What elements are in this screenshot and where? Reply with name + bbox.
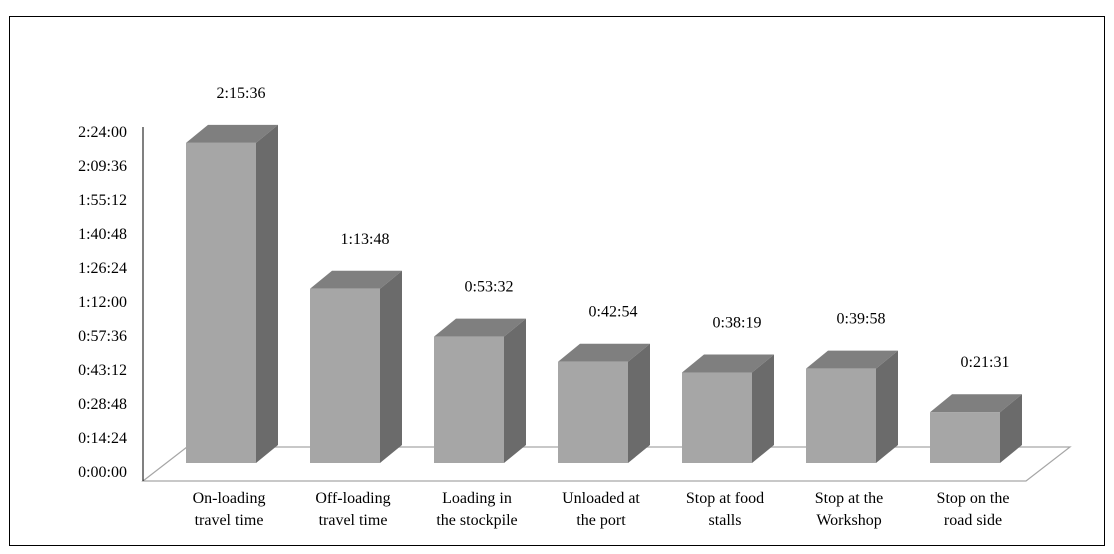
bar-side-face (628, 343, 650, 463)
bar (806, 350, 898, 463)
bar (558, 343, 650, 463)
y-tick-label: 0:28:48 (78, 396, 127, 413)
y-tick-label: 0:00:00 (78, 464, 127, 481)
bar-top-face (806, 350, 898, 369)
value-axis-ticks: 0:00:00 0:14:24 0:28:48 0:43:12 0:57:36 1:12:… (78, 124, 127, 481)
y-tick-label: 1:12:00 (78, 294, 127, 311)
data-label: 0:53:32 (465, 279, 514, 296)
bar-side-face (1000, 394, 1022, 463)
y-tick-label: 1:40:48 (78, 226, 127, 243)
y-tick-label: 2:09:36 (78, 158, 127, 175)
y-tick-label: 1:26:24 (78, 260, 127, 277)
data-label: 1:13:48 (341, 231, 390, 248)
y-tick-label: 0:57:36 (78, 328, 127, 345)
bar-side-face (256, 124, 278, 464)
bar-front-face (930, 412, 1000, 463)
bar-side-face (504, 318, 526, 463)
bar-front-face (806, 368, 876, 463)
data-label: 0:39:58 (837, 311, 886, 328)
y-tick-label: 2:24:00 (78, 124, 127, 141)
y-tick-label: 0:14:24 (78, 430, 127, 447)
category-label: On-loading travel time (193, 490, 266, 529)
bar-front-face (434, 336, 504, 463)
bar-top-face (310, 270, 402, 289)
bar-side-face (876, 350, 898, 463)
bar-top-face (558, 343, 650, 362)
data-label: 0:38:19 (713, 315, 762, 332)
bar-top-face (682, 354, 774, 373)
bar-top-face (930, 394, 1022, 413)
bar-top-face (434, 318, 526, 337)
category-label: Stop at food stalls (686, 490, 764, 529)
bar-front-face (558, 361, 628, 463)
bar-front-face (186, 142, 256, 464)
bar (310, 270, 402, 463)
bars (186, 124, 1022, 464)
bar-front-face (682, 372, 752, 463)
bar (930, 394, 1022, 463)
category-axis-labels: On-loading travel time Off-loading travel t… (193, 490, 1010, 529)
y-tick-label: 0:43:12 (78, 362, 127, 379)
category-label: Stop on the road side (937, 490, 1010, 529)
y-tick-label: 1:55:12 (78, 192, 127, 209)
bar-top-face (186, 124, 278, 143)
data-label: 0:42:54 (589, 304, 638, 321)
data-labels: 2:15:36 1:13:48 0:53:32 0:42:54 0:38:19 0:39:… (217, 85, 1010, 371)
data-label: 0:21:31 (961, 354, 1010, 371)
category-label: Off-loading travel time (315, 490, 390, 529)
bar-side-face (752, 354, 774, 463)
category-label: Loading in the stockpile (436, 490, 517, 529)
bar (186, 124, 278, 464)
bar (682, 354, 774, 463)
bar (434, 318, 526, 463)
category-label: Stop at the Workshop (815, 490, 883, 529)
category-label: Unloaded at the port (562, 490, 640, 529)
bar-side-face (380, 270, 402, 463)
bar-front-face (310, 288, 380, 463)
data-label: 2:15:36 (217, 85, 266, 102)
